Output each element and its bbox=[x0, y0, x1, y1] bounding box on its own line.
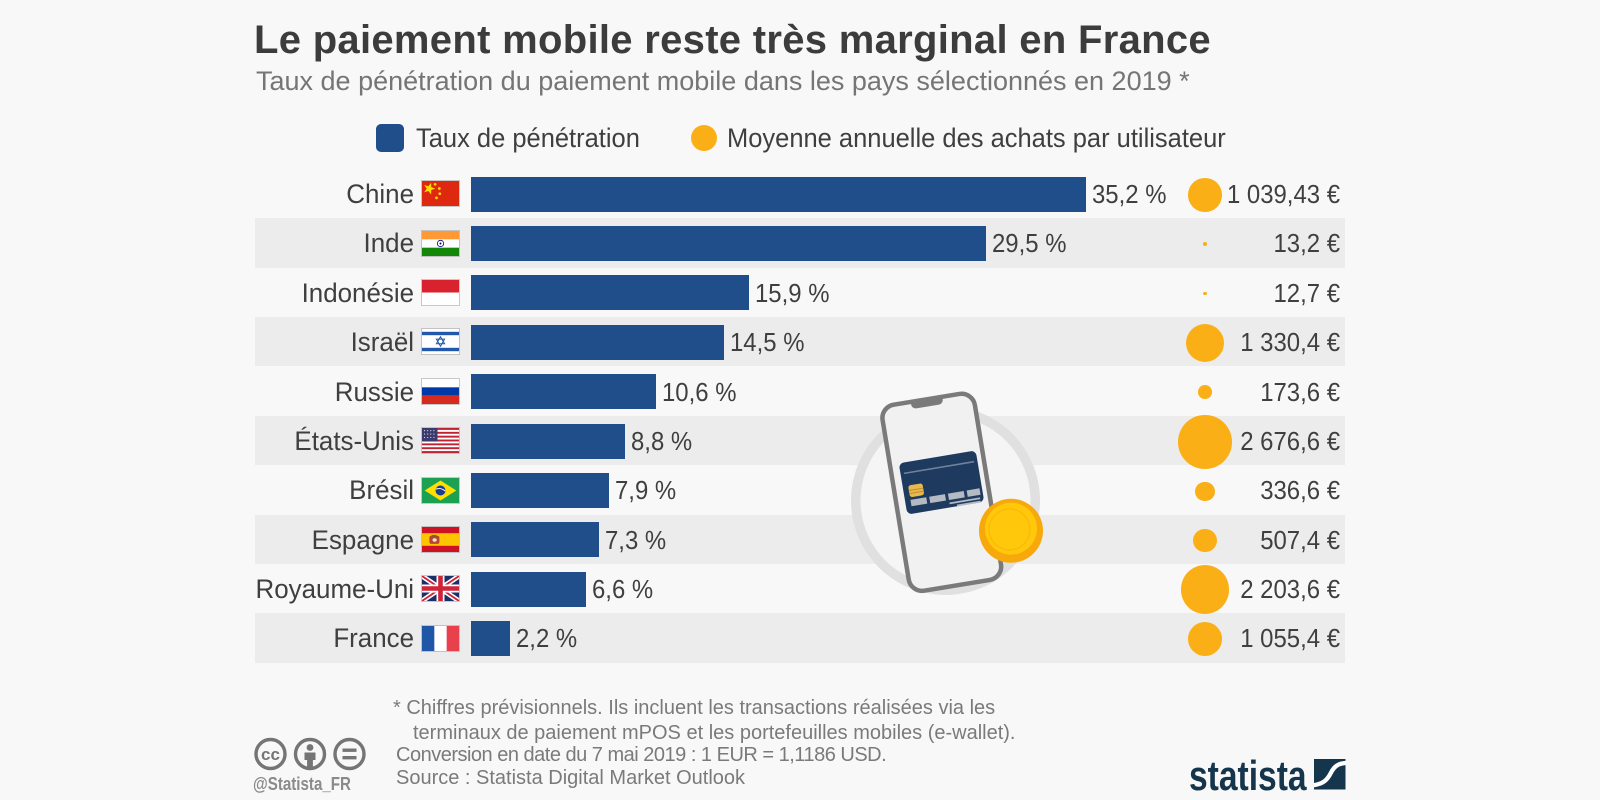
svg-text:cc: cc bbox=[261, 745, 280, 764]
svg-text:statista: statista bbox=[1189, 754, 1307, 795]
